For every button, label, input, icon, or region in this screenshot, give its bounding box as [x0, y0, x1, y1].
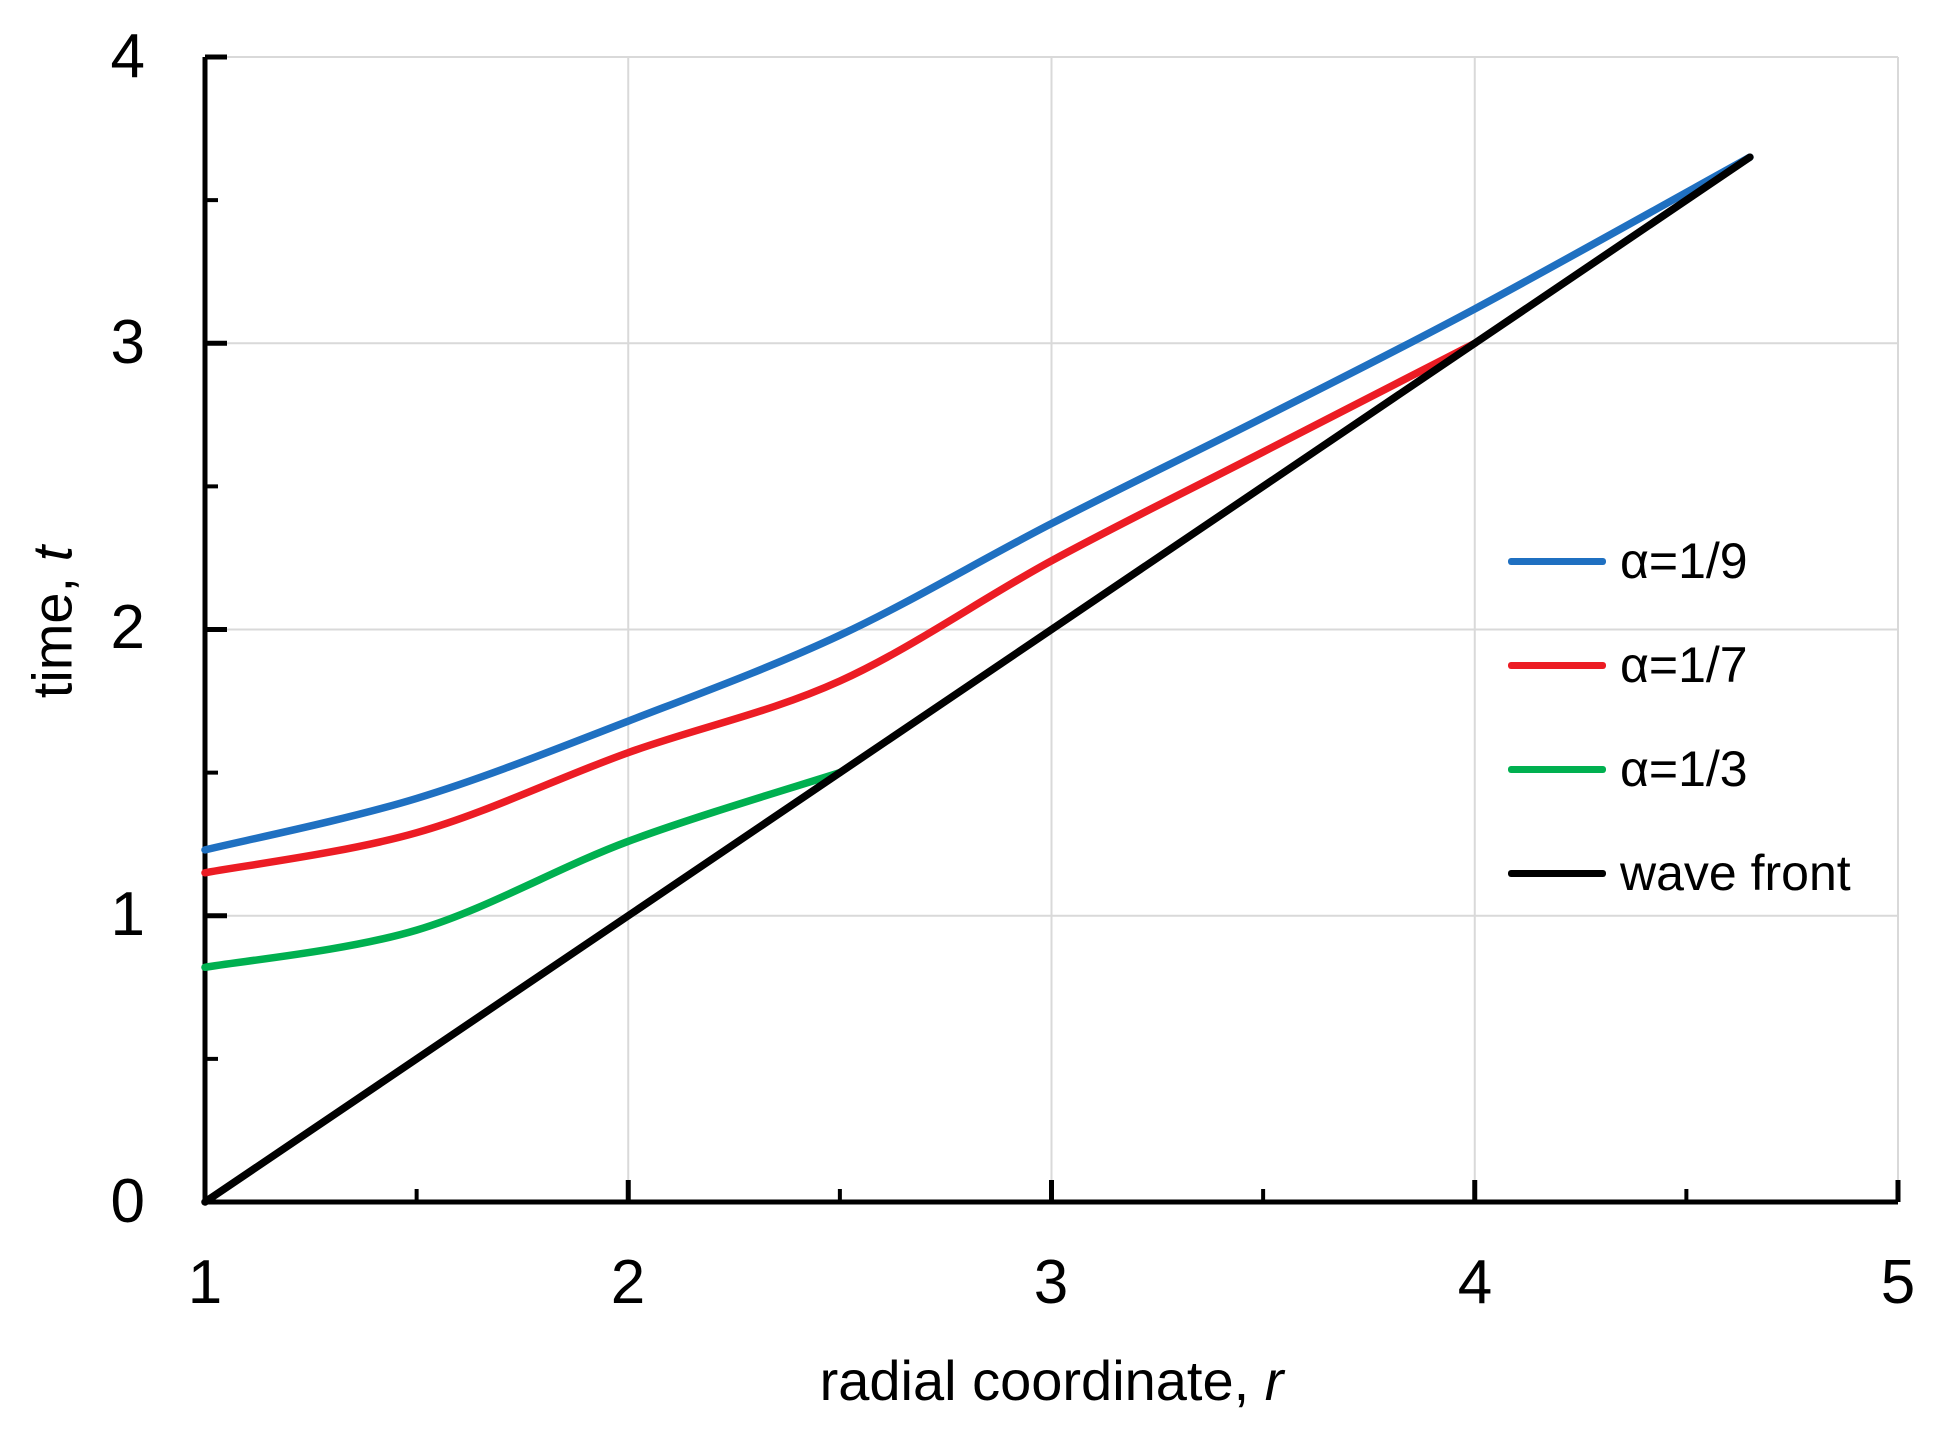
legend-line-alpha-1-7 — [1508, 661, 1606, 669]
x-axis-title: radial coordinate, r — [205, 1348, 1898, 1413]
legend: α=1/9 α=1/7 α=1/3 wave front — [1508, 509, 1851, 925]
x-tick-label: 3 — [1033, 1248, 1069, 1317]
legend-line-alpha-1-3 — [1508, 765, 1606, 773]
curve--1-3 — [201, 768, 844, 972]
curve--1-7 — [201, 339, 1479, 877]
y-tick-label: 1 — [110, 880, 145, 949]
legend-label: wave front — [1620, 845, 1851, 901]
curve-wave-front — [201, 153, 1754, 1206]
legend-line-alpha-1-9 — [1508, 557, 1606, 565]
x-tick-label: 5 — [1880, 1248, 1916, 1317]
y-tick-label: 0 — [110, 1167, 145, 1236]
legend-label: α=1/3 — [1620, 741, 1748, 797]
y-axis-title-text: time, — [20, 561, 84, 699]
y-tick-label: 4 — [110, 22, 145, 91]
y-tick-label: 2 — [110, 593, 145, 662]
x-tick-label: 1 — [187, 1248, 223, 1317]
legend-item-alpha-1-9: α=1/9 — [1508, 509, 1851, 613]
y-axis-title: time, t — [20, 546, 85, 698]
x-axis-title-variable: r — [1264, 1349, 1284, 1412]
x-axis-title-text: radial coordinate, — [819, 1349, 1265, 1412]
x-tick-label: 2 — [610, 1248, 646, 1317]
legend-item-alpha-1-7: α=1/7 — [1508, 613, 1851, 717]
legend-item-alpha-1-3: α=1/3 — [1508, 717, 1851, 821]
y-tick-label: 3 — [110, 308, 145, 377]
legend-line-wave-front — [1508, 869, 1606, 877]
y-axis-title-variable: t — [20, 545, 84, 562]
x-tick-label: 4 — [1457, 1248, 1493, 1317]
legend-label: α=1/7 — [1620, 637, 1748, 693]
curve--1-9 — [201, 153, 1754, 854]
legend-label: α=1/9 — [1620, 533, 1748, 589]
legend-item-wave-front: wave front — [1508, 821, 1851, 925]
